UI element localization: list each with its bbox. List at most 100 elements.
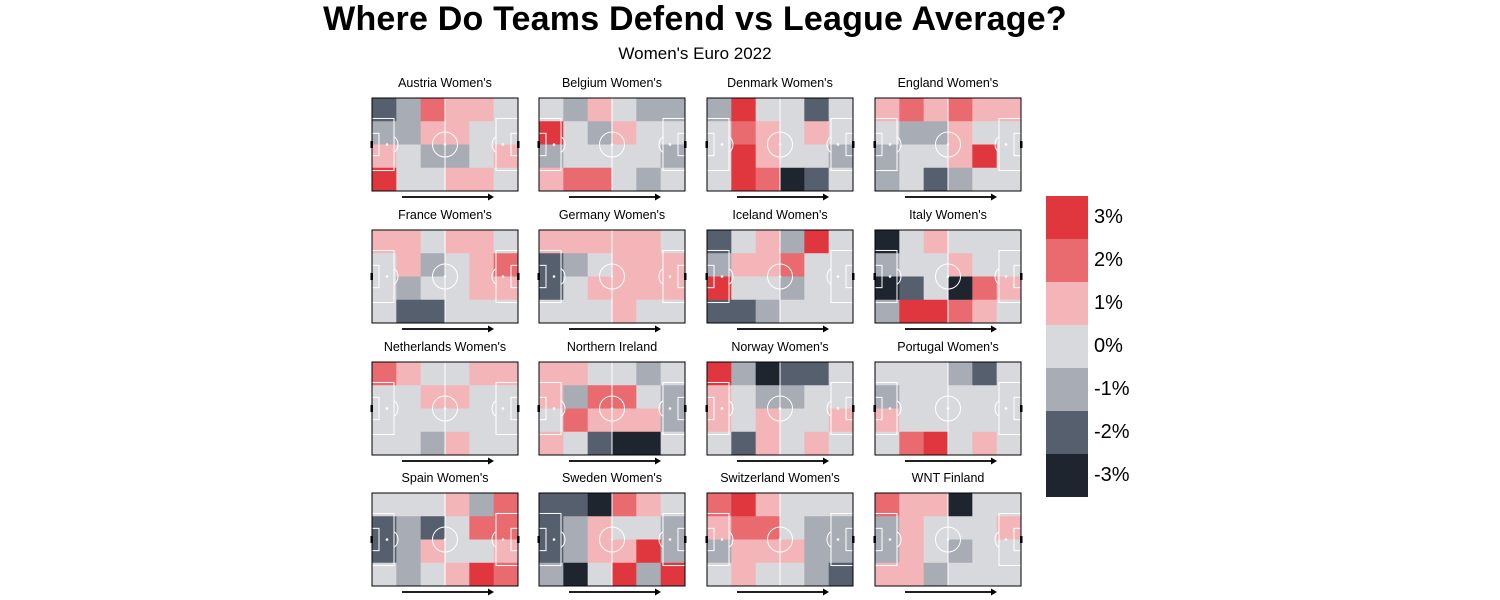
heatmap-cell bbox=[875, 98, 900, 122]
heatmap-cell bbox=[493, 230, 519, 254]
heatmap-cell bbox=[828, 516, 854, 540]
heatmap-cell bbox=[972, 253, 998, 277]
heatmap-cell bbox=[469, 121, 495, 145]
heatmap-cell bbox=[420, 230, 446, 254]
heatmap-cell bbox=[636, 493, 662, 517]
pitch-markings bbox=[706, 230, 854, 323]
heatmap-cell bbox=[731, 276, 757, 301]
heatmap-cell bbox=[755, 144, 781, 169]
heatmap-cell bbox=[539, 362, 564, 386]
heatmap-cell bbox=[899, 362, 925, 386]
heatmap-cell bbox=[493, 121, 519, 145]
heatmap-cell bbox=[420, 253, 446, 277]
legend-label: 1% bbox=[1094, 292, 1123, 314]
heatmap-cell bbox=[445, 230, 470, 254]
heatmap-cell bbox=[420, 276, 446, 301]
heatmap-cell bbox=[899, 493, 925, 517]
heatmap-cell bbox=[707, 539, 732, 564]
heatmap-cell bbox=[948, 493, 973, 517]
heatmap-cell bbox=[469, 144, 495, 169]
panel-border bbox=[874, 361, 1022, 456]
heatmap-cell bbox=[539, 385, 564, 409]
panel-border bbox=[538, 229, 686, 324]
heatmap-cell bbox=[755, 299, 781, 324]
pitch-markings bbox=[706, 362, 854, 455]
heatmap-cell bbox=[660, 121, 686, 145]
heatmap-cell bbox=[828, 167, 854, 192]
heatmap-cell bbox=[660, 493, 686, 517]
heatmap-cell bbox=[420, 408, 446, 433]
heatmap-cell bbox=[780, 516, 805, 540]
heatmap-cell bbox=[636, 408, 662, 433]
legend-swatch bbox=[1046, 282, 1088, 325]
heatmap-cell bbox=[972, 276, 998, 301]
heatmap-cell bbox=[707, 276, 732, 301]
heatmap-cell bbox=[660, 230, 686, 254]
heatmap-cell bbox=[372, 98, 397, 122]
heatmap-cell bbox=[612, 362, 637, 386]
heatmap-cell bbox=[707, 230, 732, 254]
heatmap-cell bbox=[396, 362, 422, 386]
heatmap-cell bbox=[804, 539, 830, 564]
heatmap-cell bbox=[780, 539, 805, 564]
attack-direction-arrow-icon bbox=[402, 325, 494, 333]
panel-title: Northern Ireland bbox=[566, 340, 658, 354]
heatmap-cell bbox=[899, 539, 925, 564]
legend-label: -1% bbox=[1094, 378, 1130, 400]
heatmap-cell bbox=[972, 362, 998, 386]
pitch-heatmap-panel bbox=[873, 97, 1023, 201]
heatmap-cell bbox=[563, 230, 589, 254]
heatmap-cell bbox=[493, 253, 519, 277]
heatmap-cell bbox=[948, 516, 973, 540]
pitch-heatmap-panel bbox=[873, 492, 1023, 596]
heatmap-cell bbox=[972, 408, 998, 433]
heatmap-cell bbox=[804, 362, 830, 386]
heatmap-cell bbox=[804, 562, 830, 587]
heatmap-cell bbox=[539, 493, 564, 517]
attack-direction-arrow-icon bbox=[402, 193, 494, 201]
heatmap-cell bbox=[828, 144, 854, 169]
heatmap-cell bbox=[755, 121, 781, 145]
heatmap-cell bbox=[731, 562, 757, 587]
heatmap-cell bbox=[372, 253, 397, 277]
heatmap-cell bbox=[755, 493, 781, 517]
heatmap-cell bbox=[996, 562, 1022, 587]
heatmap-cell bbox=[780, 144, 805, 169]
heatmap-cell bbox=[755, 362, 781, 386]
heatmap-cell bbox=[923, 539, 949, 564]
heatmap-cell bbox=[660, 562, 686, 587]
pitch-heatmap-panel bbox=[705, 97, 855, 201]
heatmap-cell bbox=[948, 167, 973, 192]
heatmap-cell bbox=[563, 121, 589, 145]
heatmap-cell bbox=[372, 431, 397, 456]
pitch-heatmap-panel bbox=[537, 492, 687, 596]
heatmap-cell bbox=[875, 385, 900, 409]
heatmap-cell bbox=[445, 431, 470, 456]
heatmap-cell bbox=[731, 230, 757, 254]
heatmap-cell bbox=[469, 253, 495, 277]
heatmap-cell bbox=[996, 276, 1022, 301]
heatmap-cell bbox=[828, 98, 854, 122]
heatmap-cell bbox=[996, 98, 1022, 122]
heatmap-cell bbox=[948, 539, 973, 564]
heatmap-cell bbox=[660, 539, 686, 564]
heatmap-cell bbox=[875, 253, 900, 277]
heatmap-cell bbox=[948, 253, 973, 277]
panel-title: Norway Women's bbox=[731, 340, 829, 354]
heatmap-cell bbox=[396, 516, 422, 540]
heatmap-cell bbox=[707, 431, 732, 456]
heatmap-cell bbox=[660, 362, 686, 386]
heatmap-cell bbox=[660, 253, 686, 277]
heatmap-cell bbox=[996, 408, 1022, 433]
panel-border bbox=[706, 229, 854, 324]
panel-title: France Women's bbox=[398, 208, 492, 222]
pitch-markings bbox=[874, 98, 1022, 191]
heatmap-cell bbox=[563, 299, 589, 324]
heatmap-cell bbox=[636, 299, 662, 324]
heatmap-cell bbox=[875, 562, 900, 587]
panel-title: Sweden Women's bbox=[561, 471, 663, 485]
pitch-heatmap-panel bbox=[370, 229, 520, 333]
heatmap-cell bbox=[636, 98, 662, 122]
legend-swatch bbox=[1046, 411, 1088, 454]
heatmap-cell bbox=[780, 253, 805, 277]
